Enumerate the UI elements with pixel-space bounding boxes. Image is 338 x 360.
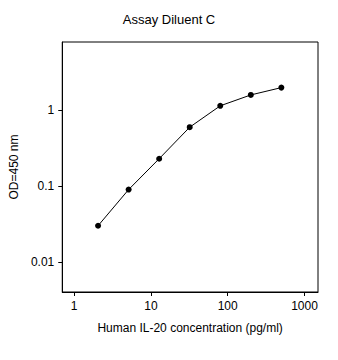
svg-text:0.01: 0.01 — [31, 255, 55, 269]
svg-text:OD=450 nm: OD=450 nm — [7, 134, 21, 199]
svg-text:0.1: 0.1 — [38, 179, 55, 193]
svg-text:1000: 1000 — [291, 299, 318, 313]
svg-text:10: 10 — [144, 299, 158, 313]
svg-text:1: 1 — [71, 299, 78, 313]
svg-text:100: 100 — [218, 299, 238, 313]
svg-text:Human IL-20 concentration (pg/: Human IL-20 concentration (pg/ml) — [97, 321, 282, 335]
svg-text:1: 1 — [48, 103, 55, 117]
svg-text:Assay Diluent C: Assay Diluent C — [123, 12, 215, 27]
